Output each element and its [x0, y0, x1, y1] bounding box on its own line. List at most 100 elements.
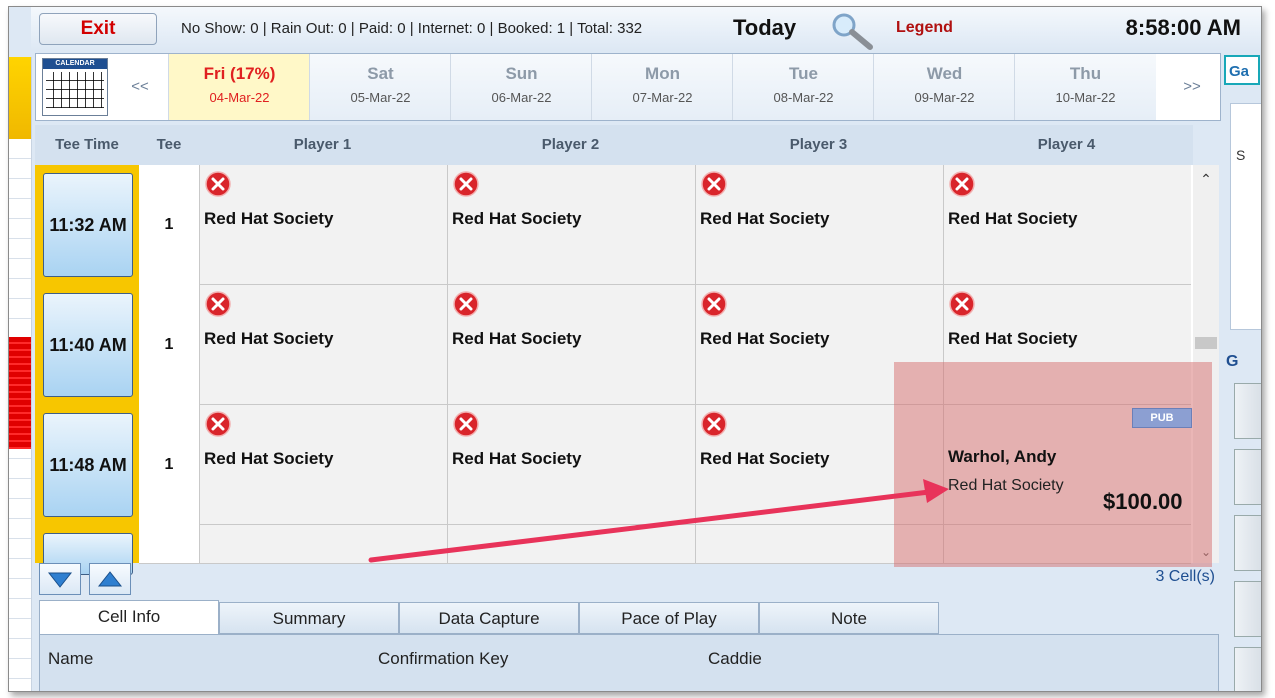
- scrollbar-thumb[interactable]: [1195, 337, 1217, 349]
- move-down-button[interactable]: [39, 563, 81, 595]
- cancel-icon[interactable]: [205, 291, 231, 317]
- day-date: 05-Mar-22: [350, 90, 411, 105]
- scroll-up-icon[interactable]: ⌃: [1200, 171, 1212, 187]
- info-header-confirmation: Confirmation Key: [378, 649, 509, 668]
- day-tab-sun[interactable]: Sun 06-Mar-22: [450, 54, 592, 120]
- player-cell[interactable]: Red Hat Society: [199, 405, 447, 525]
- tee-number: 1: [139, 405, 199, 526]
- cancel-icon[interactable]: [453, 171, 479, 197]
- tee-time-cell: 11:48 AM: [35, 405, 139, 525]
- move-up-button[interactable]: [89, 563, 131, 595]
- tee-time-cell: [35, 525, 139, 575]
- player-name: Red Hat Society: [948, 329, 1078, 348]
- player-cell[interactable]: [199, 525, 447, 564]
- player-name: Red Hat Society: [452, 449, 582, 468]
- prev-week-button[interactable]: <<: [131, 78, 149, 95]
- cancel-icon[interactable]: [701, 411, 727, 437]
- player-cell[interactable]: Red Hat Society: [199, 285, 447, 405]
- tee-time-cell: 11:32 AM: [35, 165, 139, 285]
- cancel-icon[interactable]: [453, 291, 479, 317]
- day-date: 07-Mar-22: [632, 90, 693, 105]
- booked-price: $100.00: [1103, 489, 1183, 514]
- player-cell[interactable]: Red Hat Society: [447, 405, 695, 525]
- right-panel-s-label: S: [1236, 147, 1246, 163]
- day-name: Thu: [1069, 64, 1102, 83]
- player-name: Red Hat Society: [700, 329, 830, 348]
- player-cell[interactable]: Red Hat Society: [695, 165, 943, 285]
- tee-time-button[interactable]: 11:48 AM: [43, 413, 133, 517]
- right-panel-button[interactable]: [1234, 449, 1261, 505]
- player-cell[interactable]: Red Hat Society: [199, 165, 447, 285]
- player-name: Red Hat Society: [452, 329, 582, 348]
- right-panel-button[interactable]: [1234, 383, 1261, 439]
- header-player-1: Player 1: [293, 136, 352, 153]
- tee-time-button[interactable]: 11:32 AM: [43, 173, 133, 277]
- header-tee: Tee: [156, 136, 182, 153]
- cancel-icon[interactable]: [701, 291, 727, 317]
- player-cell[interactable]: Red Hat Society: [943, 165, 1191, 285]
- tee-number: 1: [139, 285, 199, 406]
- tab-data-capture[interactable]: Data Capture: [399, 602, 579, 634]
- player-name: Red Hat Society: [452, 209, 582, 228]
- status-summary: No Show: 0 | Rain Out: 0 | Paid: 0 | Int…: [181, 20, 643, 37]
- cancel-icon[interactable]: [205, 411, 231, 437]
- right-panel-tab[interactable]: Ga: [1224, 55, 1260, 85]
- day-date: 10-Mar-22: [1055, 90, 1116, 105]
- legend-button[interactable]: Legend: [896, 19, 953, 36]
- player-name: Red Hat Society: [700, 449, 830, 468]
- tab-pace-of-play[interactable]: Pace of Play: [579, 602, 759, 634]
- day-name: Sat: [367, 64, 394, 83]
- cancel-icon[interactable]: [453, 411, 479, 437]
- calendar-icon[interactable]: CALENDAR: [42, 58, 108, 116]
- day-name: Mon: [645, 64, 680, 83]
- right-panel-button[interactable]: [1234, 647, 1261, 691]
- tee-time-row: 11:32 AM 1 Red Hat Society Red Hat Socie…: [35, 165, 1193, 286]
- day-tab-thu[interactable]: Thu 10-Mar-22: [1014, 54, 1156, 120]
- right-panel-button[interactable]: [1234, 515, 1261, 571]
- day-date: 09-Mar-22: [914, 90, 975, 105]
- right-panel-button[interactable]: [1234, 581, 1261, 637]
- strip-yellow-marker: [9, 57, 31, 139]
- day-tab-mon[interactable]: Mon 07-Mar-22: [591, 54, 733, 120]
- day-date: 04-Mar-22: [209, 90, 270, 105]
- tee-sheet-window: Exit No Show: 0 | Rain Out: 0 | Paid: 0 …: [8, 6, 1262, 692]
- tee-number: [139, 525, 199, 564]
- day-tab-wed[interactable]: Wed 09-Mar-22: [873, 54, 1015, 120]
- next-week-button[interactable]: >>: [1183, 78, 1201, 95]
- calendar-icon-label: CALENDAR: [43, 59, 107, 69]
- detail-tabs: Cell Info Summary Data Capture Pace of P…: [39, 600, 1219, 634]
- search-icon[interactable]: [826, 11, 876, 51]
- day-tab-sat[interactable]: Sat 05-Mar-22: [309, 54, 451, 120]
- highlight-box: [894, 362, 1212, 567]
- booked-player-name: Warhol, Andy: [948, 447, 1057, 466]
- tab-note[interactable]: Note: [759, 602, 939, 634]
- header-player-3: Player 3: [789, 136, 848, 153]
- day-name: Wed: [926, 64, 963, 83]
- cancel-icon[interactable]: [949, 291, 975, 317]
- day-tab-fri[interactable]: Fri (17%) 04-Mar-22: [168, 54, 310, 120]
- right-panel-box: [1230, 103, 1261, 330]
- tab-cell-info[interactable]: Cell Info: [39, 600, 219, 634]
- right-panel-g-label: G: [1226, 353, 1239, 370]
- day-name: Sun: [505, 64, 538, 83]
- day-name: Tue: [789, 64, 818, 83]
- info-header-name: Name: [48, 649, 94, 668]
- right-panel: Ga S G: [1222, 53, 1261, 691]
- exit-button[interactable]: Exit: [39, 13, 157, 45]
- header-player-2: Player 2: [541, 136, 600, 153]
- header-player-4: Player 4: [1037, 136, 1096, 153]
- player-name: Red Hat Society: [948, 209, 1078, 228]
- cancel-icon[interactable]: [949, 171, 975, 197]
- cancel-icon[interactable]: [701, 171, 727, 197]
- day-navigator: CALENDAR << Fri (17%) 04-Mar-22 Sat 05-M…: [35, 53, 1221, 121]
- info-header-caddie: Caddie: [708, 649, 762, 668]
- calendar-grid: [46, 72, 104, 108]
- tab-summary[interactable]: Summary: [219, 602, 399, 634]
- day-tab-tue[interactable]: Tue 08-Mar-22: [732, 54, 874, 120]
- player-cell[interactable]: Red Hat Society: [447, 165, 695, 285]
- tee-time-button[interactable]: 11:40 AM: [43, 293, 133, 397]
- grid-header: Tee Time Tee Player 1 Player 2 Player 3 …: [35, 125, 1193, 165]
- today-button[interactable]: Today: [733, 15, 797, 40]
- cancel-icon[interactable]: [205, 171, 231, 197]
- player-cell[interactable]: Red Hat Society: [447, 285, 695, 405]
